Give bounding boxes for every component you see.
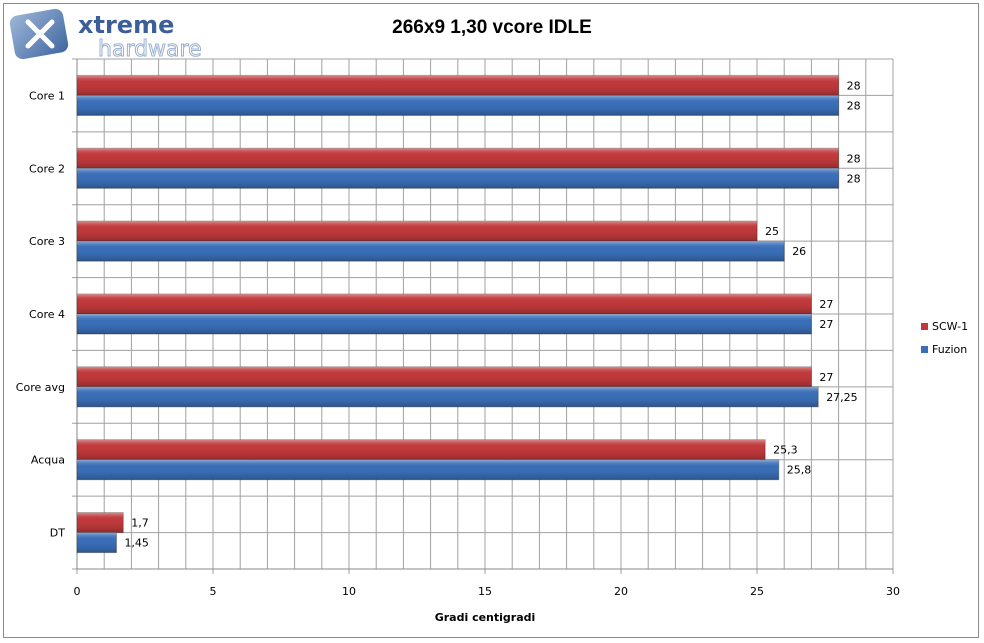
category-label: Core 2 [29, 162, 65, 175]
x-tick-label: 30 [886, 585, 900, 598]
xtremehardware-logo: xtreme hardware [6, 6, 216, 66]
data-label: 27 [819, 318, 833, 331]
data-label: 25 [765, 225, 779, 238]
bar-shade [77, 221, 757, 242]
category-label: Acqua [31, 454, 65, 467]
x-axis-label: Gradi centigradi [435, 611, 536, 624]
category-label: DT [50, 527, 65, 540]
data-label: 1,7 [131, 517, 149, 530]
x-tick-label: 25 [750, 585, 764, 598]
data-label: 25,3 [773, 444, 798, 457]
bar-shade [77, 532, 117, 553]
data-label: 28 [847, 152, 861, 165]
chart-title: 266x9 1,30 vcore IDLE [392, 17, 592, 38]
bar-shade [77, 512, 124, 533]
x-tick-label: 15 [478, 585, 492, 598]
legend-swatch-fuzion [921, 346, 928, 353]
data-label: 26 [792, 245, 806, 258]
data-label: 27,25 [826, 391, 858, 404]
data-label: 25,8 [787, 464, 812, 477]
bar-shade [77, 314, 812, 334]
bar-shade [77, 386, 819, 407]
legend-label: SCW-1 [932, 320, 968, 333]
bar-shade [77, 168, 839, 189]
svg-text:xtreme: xtreme [78, 11, 174, 39]
chart-frame [3, 3, 979, 638]
x-tick-label: 0 [74, 585, 81, 598]
bar-shade [77, 459, 779, 480]
bar-shade [77, 366, 812, 387]
data-label: 28 [847, 172, 861, 185]
category-label: Core 4 [29, 308, 65, 321]
data-label: 1,45 [124, 537, 149, 550]
bar-shade [77, 75, 839, 96]
category-label: Core 1 [29, 89, 65, 102]
data-label: 27 [819, 371, 833, 384]
bar-shade [77, 294, 812, 314]
category-label: Core avg [16, 381, 65, 394]
bar-shade [77, 95, 839, 116]
data-label: 28 [847, 79, 861, 92]
x-tick-label: 10 [342, 585, 356, 598]
bar-shade [77, 148, 839, 169]
data-label: 27 [819, 298, 833, 311]
x-tick-label: 5 [210, 585, 217, 598]
legend-label: Fuzion [932, 343, 967, 356]
bar-shade [77, 241, 785, 262]
x-tick-label: 20 [614, 585, 628, 598]
bar-shade [77, 439, 766, 460]
legend-swatch-scw-1 [921, 323, 928, 330]
data-label: 28 [847, 99, 861, 112]
category-label: Core 3 [29, 235, 65, 248]
svg-text:hardware: hardware [98, 37, 202, 62]
